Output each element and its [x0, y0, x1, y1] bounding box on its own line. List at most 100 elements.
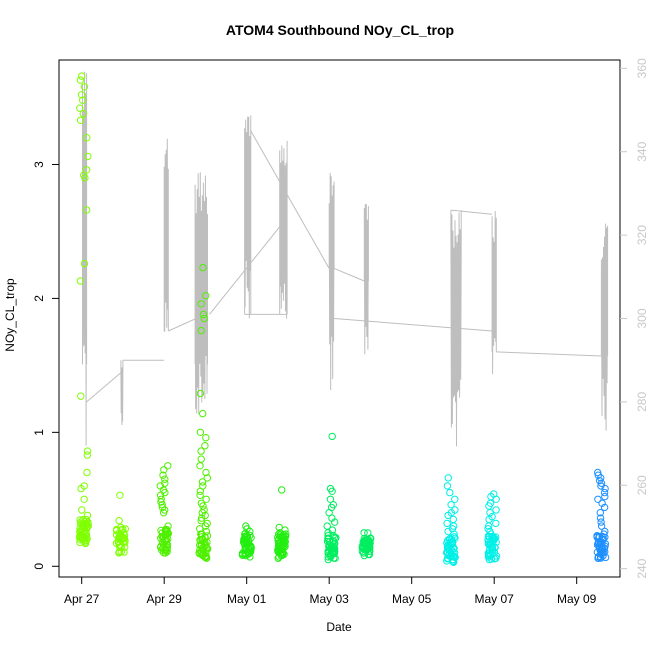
data-point	[115, 517, 123, 525]
data-point	[197, 326, 205, 335]
data-point	[81, 174, 89, 182]
data-point	[162, 547, 170, 555]
secondary-flight-3	[194, 172, 208, 415]
data-point	[242, 550, 250, 558]
data-point	[78, 506, 86, 514]
data-point	[485, 532, 494, 541]
data-point	[597, 554, 605, 562]
data-point	[84, 152, 92, 161]
data-point	[77, 520, 85, 528]
data-point	[157, 495, 165, 503]
data-point	[601, 553, 610, 562]
data-point	[331, 518, 339, 526]
data-point	[596, 514, 605, 522]
data-point	[83, 134, 91, 142]
secondary-connector-8	[450, 209, 493, 215]
data-point	[83, 468, 91, 477]
data-point	[76, 538, 84, 547]
data-point	[595, 542, 603, 551]
data-point	[119, 534, 128, 542]
data-point	[246, 543, 254, 552]
data-point	[487, 555, 496, 563]
data-point	[364, 529, 372, 537]
data-point	[359, 538, 367, 546]
data-point	[241, 534, 249, 542]
data-point	[596, 538, 605, 546]
data-point	[199, 310, 208, 319]
data-point	[243, 532, 251, 540]
data-point	[197, 517, 205, 525]
secondary-flight-5	[279, 140, 288, 319]
y2-tick-label: 360	[635, 58, 649, 78]
data-point	[275, 523, 283, 532]
secondary-connector-0	[86, 372, 122, 403]
data-point	[158, 546, 166, 554]
data-point	[326, 538, 334, 546]
data-point	[278, 486, 286, 494]
data-point	[79, 109, 88, 118]
data-point	[76, 76, 85, 84]
data-point	[116, 491, 124, 499]
data-point	[246, 546, 254, 554]
y-tick-label: 2	[32, 295, 46, 302]
data-point	[78, 72, 86, 80]
data-point	[274, 547, 282, 555]
data-point	[450, 544, 458, 552]
data-point	[76, 116, 85, 125]
data-point	[159, 509, 168, 517]
data-point	[202, 292, 210, 300]
x-tick-label: May 03	[310, 592, 350, 606]
data-point	[196, 541, 204, 549]
data-point	[447, 501, 455, 509]
data-point	[451, 495, 459, 503]
data-point	[76, 104, 84, 112]
data-point	[600, 488, 609, 497]
data-point	[117, 547, 126, 556]
data-point	[443, 539, 451, 547]
data-point	[197, 300, 205, 308]
data-point	[202, 468, 210, 477]
y2-tick-label: 240	[635, 558, 649, 578]
data-point	[77, 484, 85, 493]
data-point	[81, 533, 89, 542]
data-point	[360, 544, 368, 552]
data-point	[487, 537, 495, 546]
axes: 0 1 2 3 Apr 27 Apr 29 May 01 May 03 May 05 May 07…	[32, 58, 649, 606]
x-tick-label: May 07	[475, 592, 515, 606]
data-point	[601, 484, 609, 493]
data-point	[199, 409, 207, 418]
data-point	[595, 534, 603, 542]
data-point	[158, 503, 167, 512]
data-point	[451, 534, 459, 542]
x-tick-label: Apr 29	[147, 592, 183, 606]
data-point	[446, 488, 454, 497]
data-point	[84, 519, 92, 528]
y2-tick-label: 280	[635, 392, 649, 412]
data-point	[238, 551, 247, 559]
data-point	[200, 314, 208, 323]
data-point	[450, 552, 458, 561]
data-point	[121, 525, 130, 533]
scatter-points	[75, 72, 610, 566]
data-point	[601, 540, 610, 548]
data-point	[83, 451, 92, 459]
data-point	[196, 487, 205, 495]
y-tick-label: 3	[32, 161, 46, 168]
secondary-flight-10	[600, 223, 609, 431]
data-point	[160, 466, 168, 474]
data-point	[198, 514, 206, 522]
data-point	[202, 553, 210, 562]
data-point	[597, 518, 605, 526]
data-point	[80, 495, 88, 503]
data-point	[202, 434, 210, 442]
data-point	[328, 487, 336, 495]
secondary-flight-7	[363, 203, 369, 355]
chart-title: ATOM4 Southbound NOy_CL_trop	[226, 22, 454, 38]
data-point	[164, 462, 172, 470]
data-point	[83, 166, 91, 174]
data-point	[443, 519, 451, 528]
secondary-connector-7	[334, 318, 493, 332]
data-point	[157, 534, 165, 542]
data-point	[197, 542, 206, 550]
